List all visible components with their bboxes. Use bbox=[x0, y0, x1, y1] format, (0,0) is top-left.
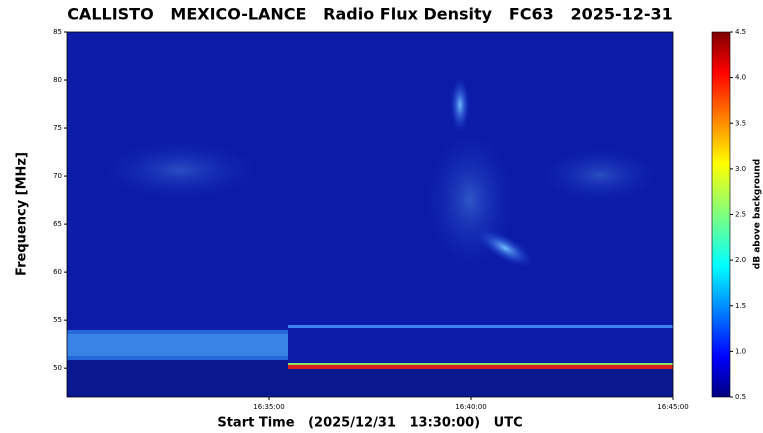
x-tick-label: 16:35:00 bbox=[253, 403, 284, 411]
colorbar-tick-label: 1.0 bbox=[735, 347, 746, 355]
colorbar-tick-label: 0.5 bbox=[735, 393, 746, 401]
colorbar-tick-label: 2.0 bbox=[735, 256, 746, 264]
y-tick-label: 65 bbox=[53, 220, 62, 228]
y-tick-label: 75 bbox=[53, 124, 62, 132]
colorbar-tick-label: 2.5 bbox=[735, 211, 746, 219]
colorbar-tick-label: 3.0 bbox=[735, 165, 746, 173]
chart-title: CALLISTO MEXICO-LANCE Radio Flux Density… bbox=[67, 5, 673, 24]
y-tick-label: 50 bbox=[53, 364, 62, 372]
y-tick-label: 80 bbox=[53, 76, 62, 84]
x-tick-label: 16:45:00 bbox=[657, 403, 688, 411]
x-axis-label: Start Time (2025/12/31 13:30:00) UTC bbox=[217, 416, 522, 431]
spectrogram bbox=[67, 32, 673, 397]
y-tick-label: 55 bbox=[53, 316, 62, 324]
y-axis-label: Frequency [MHz] bbox=[15, 152, 30, 276]
y-tick-label: 60 bbox=[53, 268, 62, 276]
x-tick-label: 16:40:00 bbox=[455, 403, 486, 411]
colorbar-tick-label: 4.0 bbox=[735, 74, 746, 82]
y-tick-label: 85 bbox=[53, 28, 62, 36]
colorbar-tick-label: 3.5 bbox=[735, 119, 746, 127]
colorbar bbox=[711, 31, 731, 398]
y-tick-label: 70 bbox=[53, 172, 62, 180]
colorbar-tick-label: 1.5 bbox=[735, 302, 746, 310]
colorbar-tick-label: 4.5 bbox=[735, 28, 746, 36]
colorbar-label: dB above background bbox=[753, 159, 763, 269]
